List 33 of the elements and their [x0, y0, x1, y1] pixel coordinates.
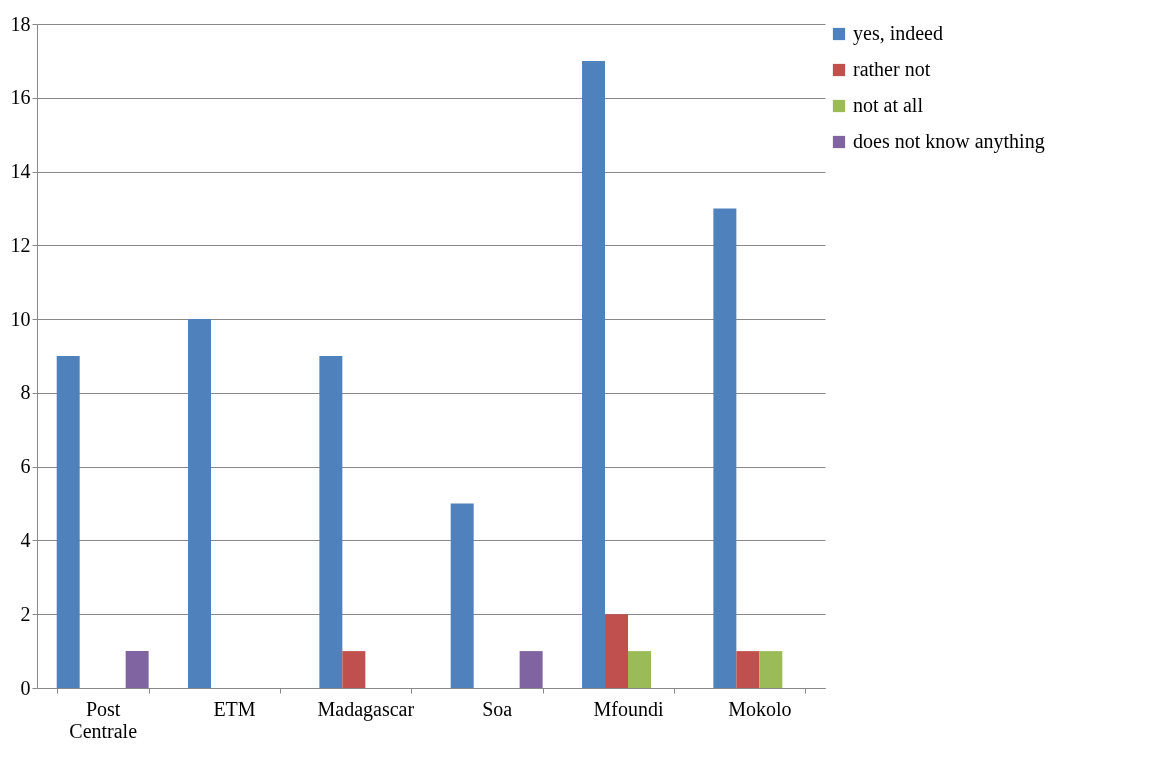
y-tick-label: 10	[10, 307, 31, 330]
bar	[605, 614, 628, 688]
legend-label: does not know anything	[853, 130, 1045, 153]
legend-label: yes, indeed	[853, 22, 943, 45]
y-tick-label: 6	[20, 455, 31, 478]
y-tick-label: 0	[20, 676, 31, 699]
y-tick-label: 8	[20, 381, 31, 404]
bar	[736, 651, 760, 688]
y-tick-label: 12	[10, 233, 31, 256]
y-tick-label: 16	[10, 86, 31, 109]
legend-label: not at all	[853, 94, 924, 116]
bar	[319, 356, 343, 688]
x-tick-label: Post Centrale	[69, 697, 138, 742]
x-tick-label: ETM	[213, 697, 256, 720]
bar	[188, 319, 212, 688]
legend-label: rather not	[853, 58, 931, 80]
bar	[56, 356, 80, 688]
bar	[450, 503, 474, 688]
x-tick-label: Soa	[482, 697, 513, 720]
bar	[713, 208, 737, 688]
bar	[519, 651, 543, 688]
bar	[125, 651, 149, 688]
bar	[759, 651, 783, 688]
x-tick-label: Mokolo	[728, 697, 792, 720]
bar	[342, 651, 366, 688]
y-tick-label: 4	[20, 528, 31, 551]
bar	[628, 651, 651, 688]
y-tick-label: 2	[20, 602, 31, 625]
y-tick-label: 14	[10, 160, 31, 183]
bar	[582, 60, 606, 688]
y-tick-label: 18	[10, 12, 31, 35]
x-tick-label: Madagascar	[317, 697, 415, 721]
x-tick-label: Mfoundi	[593, 697, 664, 720]
